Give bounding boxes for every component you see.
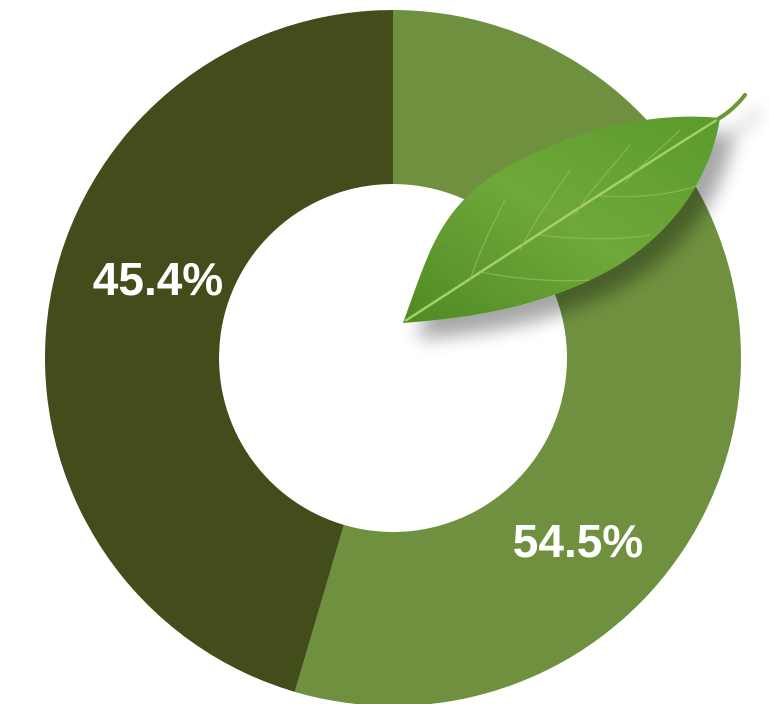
leaf-midrib [404,116,721,323]
leaf-stem [716,93,747,121]
value-label: 45.4% [93,253,223,305]
leaf-decoration [403,93,747,323]
value-label: 54.5% [513,515,643,567]
slice [45,10,393,692]
labels: 54.5% 45.4% [93,253,643,567]
leaf-veins [469,129,701,282]
slices [45,10,741,704]
